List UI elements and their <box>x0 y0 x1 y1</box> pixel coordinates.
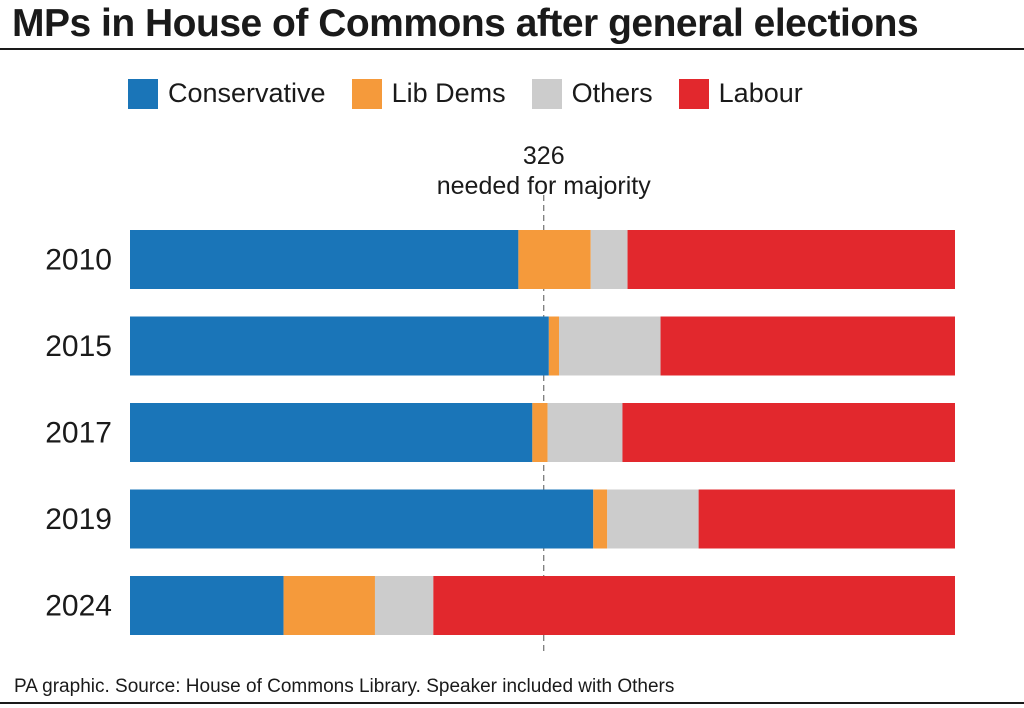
category-label: 2010 <box>45 244 112 277</box>
legend-item-labour: Labour <box>678 78 803 109</box>
majority-value: 326 <box>523 142 565 170</box>
source-note: PA graphic. Source: House of Commons Lib… <box>14 676 675 697</box>
legend-swatch <box>128 78 158 109</box>
bar-2019-others <box>607 489 699 549</box>
legend-label: Conservative <box>168 78 326 108</box>
legend-item-conservative: Conservative <box>128 78 326 109</box>
legend-swatch <box>531 78 562 109</box>
bar-2017-labour <box>622 403 955 462</box>
bar-2015-labour <box>660 316 955 376</box>
bar-2010-labour <box>627 230 955 289</box>
bar-2024-others <box>374 576 434 635</box>
chart-title: MPs in House of Commons after general el… <box>12 2 919 45</box>
title-rule <box>0 48 1024 50</box>
bar-2017-others <box>547 403 623 462</box>
category-label: 2017 <box>45 417 112 450</box>
bar-2024-labour <box>433 576 955 635</box>
bar-2015-lib-dems <box>548 316 559 376</box>
bar-2019-lib-dems <box>593 489 608 549</box>
category-label: 2015 <box>45 330 112 363</box>
legend-label: Others <box>571 78 653 108</box>
legend-item-lib-dems: Lib Dems <box>351 78 506 109</box>
bar-2010-conservative <box>130 230 519 289</box>
legend-swatch <box>678 78 709 109</box>
bar-2010-lib-dems <box>518 230 591 289</box>
bar-2024-conservative <box>130 576 284 635</box>
legend-item-others: Others <box>531 78 653 109</box>
bottom-rule <box>0 702 1024 704</box>
bar-2010-others <box>590 230 628 289</box>
legend-label: Labour <box>718 78 803 108</box>
majority-label: needed for majority <box>437 172 652 200</box>
bar-2017-conservative <box>130 403 533 462</box>
bar-2015-others <box>559 316 661 376</box>
legend-swatch <box>351 78 382 109</box>
category-label: 2024 <box>45 590 112 623</box>
bar-2019-conservative <box>130 489 594 549</box>
bar-2024-lib-dems <box>283 576 375 635</box>
legend-label: Lib Dems <box>391 78 506 108</box>
category-label: 2019 <box>45 503 112 536</box>
bar-2015-conservative <box>130 316 549 376</box>
legend: Conservative Lib Dems Others Labour <box>128 78 829 109</box>
bar-2017-lib-dems <box>532 403 548 462</box>
bar-2019-labour <box>698 489 955 549</box>
